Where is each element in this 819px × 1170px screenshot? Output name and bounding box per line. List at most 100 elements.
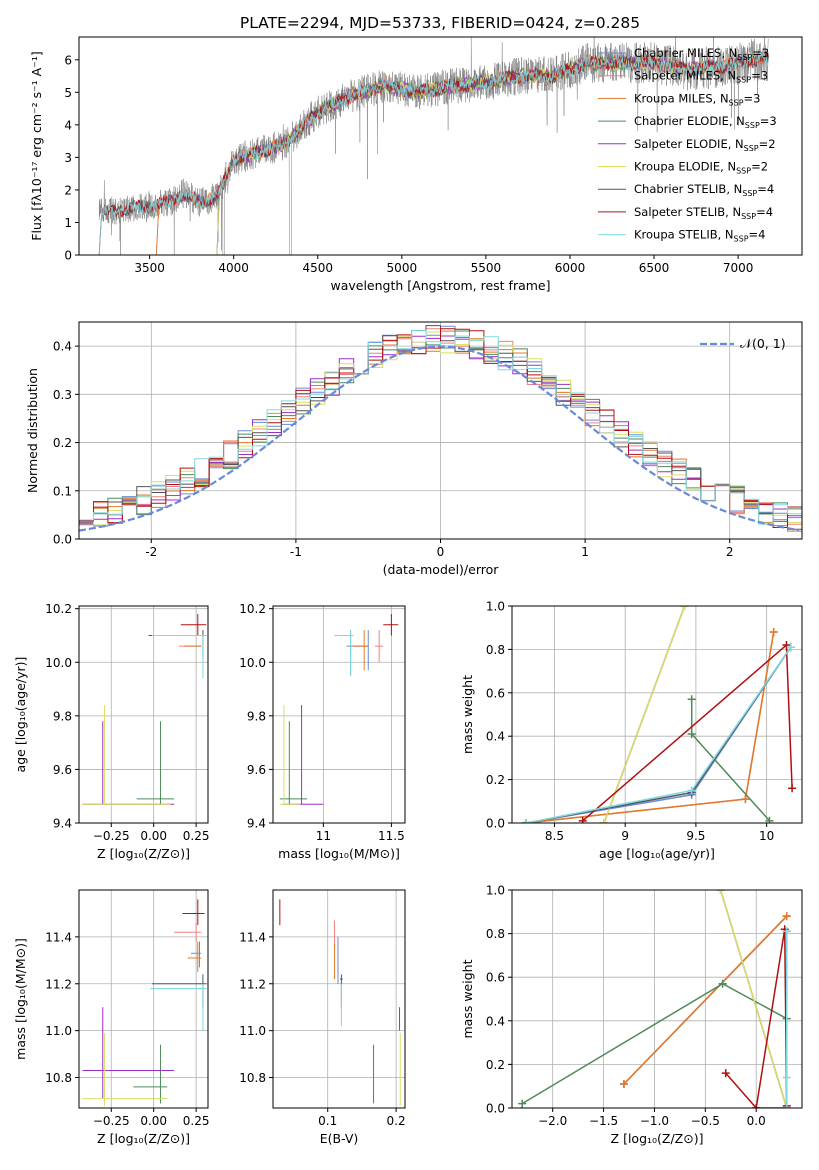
legend-label-sub: SSP <box>744 144 759 153</box>
x-tick-label: −1.5 <box>589 1114 618 1128</box>
x-axis-label: mass [log₁₀(M/M⊙)] <box>278 846 400 861</box>
legend-label-sub: SSP <box>734 235 749 244</box>
weight-marker <box>782 927 791 936</box>
weight-marker <box>741 795 750 804</box>
charts-layer: 3500 4000 4500 5000 5500 6000 6500 7000 0 1 2 3 4 5 6 w… <box>13 36 803 1146</box>
legend-label-6: Chabrier STELIB, NSSP=4 <box>634 182 774 198</box>
legend-label-sub: SSP <box>741 212 756 221</box>
panel-spectrum: 3500 4000 4500 5000 5500 6000 6500 7000 0 1 2 3 4 5 6 w… <box>29 36 803 293</box>
weight-line-7 <box>582 643 793 822</box>
y-tick-label: 10.0 <box>45 656 72 670</box>
legend-label-sub: SSP <box>742 189 757 198</box>
weight-marker <box>599 819 608 823</box>
y-tick-label: 0.0 <box>53 533 72 547</box>
legend-label-sub: SSP <box>745 121 760 130</box>
x-tick-label: 0 <box>437 545 445 559</box>
y-tick-label: 9.8 <box>247 709 266 723</box>
y-tick-label: 0.3 <box>53 388 72 402</box>
x-tick-label: -2 <box>145 545 157 559</box>
legend-label-main: Salpeter MILES, N <box>634 69 736 83</box>
x-tick-label: 5500 <box>471 261 502 275</box>
y-tick-label: 0.1 <box>53 484 72 498</box>
x-tick-label: 0.00 <box>140 1114 167 1128</box>
x-tick-label: 0.00 <box>140 829 167 843</box>
y-axis-label: mass weight <box>460 959 475 1038</box>
weight-marker <box>765 816 774 823</box>
weight-line-5 <box>603 606 686 823</box>
y-tick-label: 2 <box>64 183 72 197</box>
y-tick-label: 1.0 <box>486 884 505 898</box>
weight-marker <box>752 1104 761 1108</box>
axes-frame <box>78 889 209 1109</box>
y-tick-label: 10.8 <box>45 1071 72 1085</box>
y-tick-label: 11.2 <box>239 977 266 991</box>
panel-weight-vs-age: 8.5 9 9.5 10 0.0 0.2 0.4 0.6 0.8 1.0 age [log₁₀(ag… <box>460 600 803 861</box>
x-tick-label: 8.5 <box>545 829 564 843</box>
legend-label-4: Salpeter ELODIE, NSSP=2 <box>634 137 776 153</box>
legend-label-main: Chabrier MILES, N <box>634 46 737 60</box>
axes-frame <box>78 36 803 256</box>
y-tick-label: 9.8 <box>53 709 72 723</box>
x-tick-label: 4500 <box>302 261 333 275</box>
legend-label-main: Kroupa MILES, N <box>634 91 729 105</box>
x-tick-label: 1 <box>581 545 589 559</box>
x-axis-label: Z [log₁₀(Z/Z⊙)] <box>97 1131 190 1146</box>
normal-curve <box>79 345 800 532</box>
x-tick-label: −0.5 <box>691 1114 720 1128</box>
x-tick-label: −0.25 <box>93 1114 130 1128</box>
axes-frame <box>272 889 406 1109</box>
y-tick-label: 11.4 <box>239 930 266 944</box>
weight-marker <box>687 730 696 739</box>
weight-line-7 <box>725 929 788 1108</box>
y-tick-label: 0.6 <box>486 971 505 985</box>
weight-marker <box>721 1069 730 1078</box>
legend-label-sub: SSP <box>736 76 751 85</box>
y-tick-label: 0.2 <box>486 1058 505 1072</box>
y-tick-label: 9.4 <box>53 817 72 831</box>
x-tick-label: 0.1 <box>318 1114 337 1128</box>
weight-line-5 <box>719 890 788 1108</box>
panel-mass-vs-ebv: 0.1 0.2 10.8 11.0 11.2 11.4 E(B-V) <box>239 889 406 1146</box>
x-tick-label: 9.5 <box>686 829 705 843</box>
panel-age-vs-Z: −0.25 0.00 0.25 9.4 9.6 9.8 10.0 10.2 Z [log₁₀(Z… <box>13 602 209 861</box>
x-tick-label: 6500 <box>639 261 670 275</box>
weight-marker <box>687 786 696 795</box>
x-tick-label: −1.0 <box>640 1114 669 1128</box>
x-tick-label: 10 <box>759 829 774 843</box>
x-axis-label: Z [log₁₀(Z/Z⊙)] <box>611 1131 704 1146</box>
y-tick-label: 6 <box>64 53 72 67</box>
legend-label-5: Kroupa ELODIE, NSSP=2 <box>634 160 768 176</box>
x-axis-label: age [log₁₀(age/yr)] <box>599 846 715 861</box>
y-tick-label: 10.8 <box>239 1071 266 1085</box>
weight-marker <box>718 979 727 988</box>
y-tick-label: 0.6 <box>486 686 505 700</box>
x-tick-label: 6000 <box>555 261 586 275</box>
y-tick-label: 0.8 <box>486 927 505 941</box>
x-tick-label: -1 <box>290 545 302 559</box>
y-tick-label: 11.4 <box>45 930 72 944</box>
weight-marker <box>769 628 778 637</box>
panel-mass-vs-Z: −0.25 0.00 0.25 10.8 11.0 11.2 11.4 Z [log₁₀(Z/… <box>13 889 209 1146</box>
y-tick-label: 0.4 <box>53 340 72 354</box>
legend-label-sub: SSP <box>729 98 744 107</box>
plot-area <box>279 899 401 1106</box>
x-tick-label: 4000 <box>218 261 249 275</box>
x-tick-label: 2 <box>726 545 734 559</box>
legend-label-main: Kroupa STELIB, N <box>634 228 734 242</box>
y-axis-label: Normed distribution <box>25 368 40 493</box>
plot-area <box>522 606 797 823</box>
plot-area <box>79 325 802 532</box>
x-axis-label: Z [log₁₀(Z/Z⊙)] <box>97 846 190 861</box>
panel-weight-vs-Z: −2.0 −1.5 −1.0 −0.5 0.0 0.0 0.2 0.4 0.6 0.8 1.0 Z [… <box>460 884 803 1146</box>
y-tick-label: 11.2 <box>45 977 72 991</box>
histogram-7 <box>79 328 802 528</box>
plot-area <box>279 614 399 805</box>
legend-label-tail: =3 <box>752 46 769 60</box>
weight-marker <box>788 784 797 793</box>
x-tick-label: 5000 <box>387 261 418 275</box>
x-tick-label: −0.25 <box>93 829 130 843</box>
legend-label-tail: =3 <box>760 114 777 128</box>
y-tick-label: 5 <box>64 86 72 100</box>
x-tick-label: 7000 <box>723 261 754 275</box>
